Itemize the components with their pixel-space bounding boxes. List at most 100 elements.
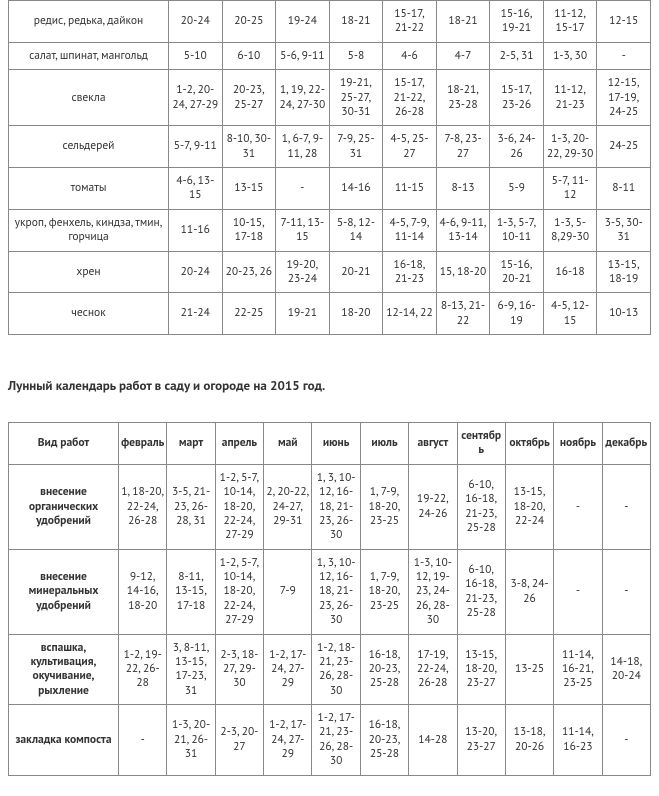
section-heading: Лунный календарь работ в саду и огороде …	[8, 377, 651, 394]
cell: 1, 7-9, 18-20, 23-25	[360, 464, 408, 549]
table-row: салат, шпинат, мангольд5-106-105-6, 9-11…	[9, 42, 651, 69]
cell: 2-3, 18-27, 29-30	[215, 634, 263, 705]
cell: 4-7	[436, 42, 490, 69]
row-header: закладка компоста	[9, 705, 119, 776]
cell: 18-21	[436, 1, 490, 43]
table-row: внесение органических удобрений1, 18-20,…	[9, 464, 651, 549]
cell: 1-3, 20-22, 29-30	[543, 126, 597, 168]
cell: 2-3, 20-27	[215, 705, 263, 776]
row-header: томаты	[9, 168, 169, 210]
table-row: закладка компоста-1-3, 20-21, 26-312-3, …	[9, 705, 651, 776]
cell: 12-15, 17-19, 24-25	[597, 70, 651, 126]
cell: 13-15	[222, 168, 276, 210]
table-row: вспашка, культивация, окучивание, рыхлен…	[9, 634, 651, 705]
cell: 15-16, 20-21	[490, 251, 544, 293]
cell: 13-18, 20-26	[505, 705, 553, 776]
cell: 5-8, 12-14	[329, 209, 383, 251]
cell: 4-5, 7-9, 11-14	[383, 209, 437, 251]
row-header: чеснок	[9, 293, 169, 335]
cell: 20-23, 26	[222, 251, 276, 293]
cell: 8-11	[597, 168, 651, 210]
cell: 1, 18-20, 22-24, 26-28	[119, 464, 167, 549]
cell: 12-14, 22	[383, 293, 437, 335]
cell: 4-6, 9-11, 13-14	[436, 209, 490, 251]
column-header: декабрь	[602, 423, 650, 465]
cell: 4-6, 13-15	[169, 168, 223, 210]
cell: 15-17, 23-26	[490, 70, 544, 126]
cell: 11-12, 15-17	[543, 1, 597, 43]
cell: 1, 7-9, 18-20, 23-25	[360, 549, 408, 634]
cell: -	[119, 705, 167, 776]
cell: 1-2, 19-22, 26-28	[119, 634, 167, 705]
cell: -	[554, 464, 602, 549]
column-header: май	[264, 423, 312, 465]
cell: 2-5, 31	[490, 42, 544, 69]
cell: 13-25	[505, 634, 553, 705]
cell: 6-10, 16-18, 21-23, 25-28	[457, 549, 505, 634]
cell: 1-3, 5-8,29-30	[543, 209, 597, 251]
cell: 3-5, 30-31	[597, 209, 651, 251]
cell: 4-5, 12-15	[543, 293, 597, 335]
cell: 1-2, 18-21, 23-26, 28-30	[312, 634, 360, 705]
cell: 19-22, 24-26	[409, 464, 457, 549]
column-header: октябрь	[505, 423, 553, 465]
row-header: укроп, фенхель, киндза, тмин, горчица	[9, 209, 169, 251]
table-row: внесение минеральных удобрений9-12, 14-1…	[9, 549, 651, 634]
cell: 1-2, 17-24, 27-29	[264, 634, 312, 705]
cell: 6-9, 16-19	[490, 293, 544, 335]
cell: 1-2, 17-24, 27-29	[264, 705, 312, 776]
column-header: февраль	[119, 423, 167, 465]
cell: -	[602, 549, 650, 634]
cell: 7-11, 13-15	[276, 209, 330, 251]
cell: 14-16	[329, 168, 383, 210]
cell: 19-24	[276, 1, 330, 43]
table-row: чеснок21-2422-2519-2118-2012-14, 228-13,…	[9, 293, 651, 335]
cell: -	[602, 705, 650, 776]
cell: 13-15, 18-19	[597, 251, 651, 293]
cell: 11-14, 16-21, 23-25	[554, 634, 602, 705]
cell: 8-13	[436, 168, 490, 210]
cell: 13-15, 18-20, 22-24	[505, 464, 553, 549]
cell: 1-2, 5-7, 10-14, 18-20, 22-24, 27-29	[215, 464, 263, 549]
cell: 7-9	[264, 549, 312, 634]
row-header: салат, шпинат, мангольд	[9, 42, 169, 69]
row-header: внесение минеральных удобрений	[9, 549, 119, 634]
cell: 11-14, 16-23	[554, 705, 602, 776]
row-header: свекла	[9, 70, 169, 126]
cell: 3-6, 24-26	[490, 126, 544, 168]
cell: -	[597, 42, 651, 69]
cell: 5-7, 11-12	[543, 168, 597, 210]
cell: 1, 19, 22-24, 27-30	[276, 70, 330, 126]
cell: 14-28	[409, 705, 457, 776]
cell: 4-6	[383, 42, 437, 69]
cell: 1-3, 20-21, 26-31	[167, 705, 215, 776]
cell: 4-5, 25-27	[383, 126, 437, 168]
row-header: внесение органических удобрений	[9, 464, 119, 549]
column-header: сентябрь	[457, 423, 505, 465]
cell: 20-21	[329, 251, 383, 293]
row-header: хрен	[9, 251, 169, 293]
cell: 1-2, 5-7, 10-14, 18-20, 22-24, 27-29	[215, 549, 263, 634]
cell: 7-8, 23-27	[436, 126, 490, 168]
cell: 11-15	[383, 168, 437, 210]
cell: 15-17, 21-22, 26-28	[383, 70, 437, 126]
cell: 3-5, 21-23, 26-28, 31	[167, 464, 215, 549]
table-row: томаты4-6, 13-1513-15-14-1611-158-135-95…	[9, 168, 651, 210]
column-header: июль	[360, 423, 408, 465]
cell: 8-11, 13-15, 17-18	[167, 549, 215, 634]
column-header: март	[167, 423, 215, 465]
cell: 13-20, 23-27	[457, 705, 505, 776]
cell: 6-10, 16-18, 21-23, 25-28	[457, 464, 505, 549]
cell: 12-15	[597, 1, 651, 43]
cell: 15-17, 21-22	[383, 1, 437, 43]
cell: 19-20, 23-24	[276, 251, 330, 293]
cell: 5-8	[329, 42, 383, 69]
planting-calendar-table: редис, редька, дайкон20-2420-2519-2418-2…	[8, 0, 651, 335]
corner-header: Вид работ	[9, 423, 119, 465]
cell: -	[602, 464, 650, 549]
row-header: вспашка, культивация, окучивание, рыхлен…	[9, 634, 119, 705]
cell: 3-8, 24-26	[505, 549, 553, 634]
cell: -	[276, 168, 330, 210]
cell: 10-13	[597, 293, 651, 335]
cell: 19-21, 25-27, 30-31	[329, 70, 383, 126]
